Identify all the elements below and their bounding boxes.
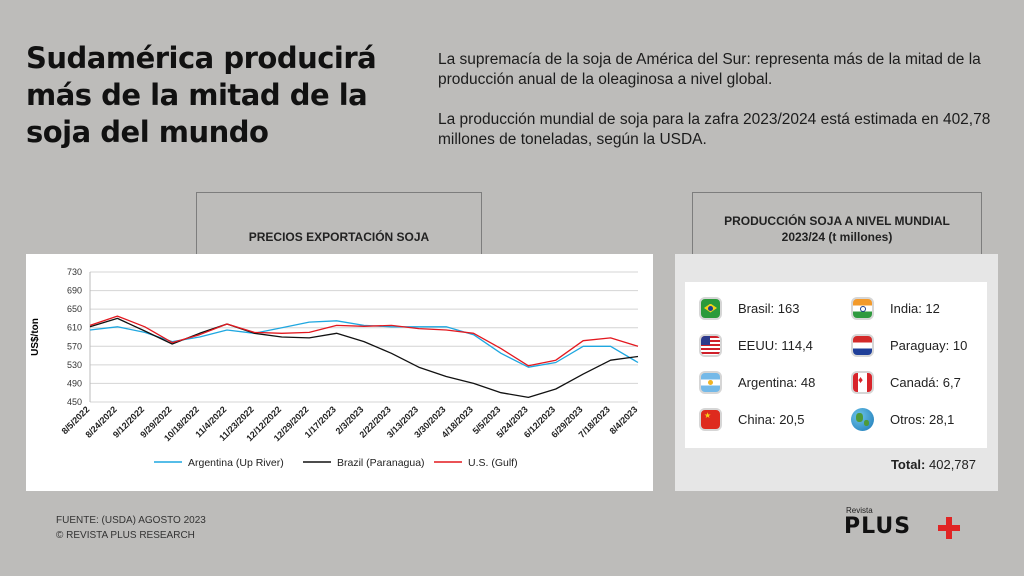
- list-item: EEUU: 114,4: [699, 333, 813, 357]
- brazil-flag-icon: [699, 296, 722, 320]
- x-tick-label: 8/4/2023: [608, 404, 640, 436]
- logo-top-text: Revista: [846, 506, 873, 515]
- canada-flag-icon: ♦: [851, 370, 874, 394]
- intro-text: La supremacía de la soja de América del …: [438, 50, 1008, 170]
- total-label: Total:: [890, 457, 926, 472]
- usa-flag-icon: [699, 333, 722, 357]
- india-flag-icon: [851, 296, 874, 320]
- item-label: India: 12: [890, 300, 940, 316]
- legend-label: Argentina (Up River): [188, 457, 284, 469]
- list-item: ★ China: 20,5: [699, 407, 805, 431]
- chart-panel: 450 490 530 570 610 650 690 730 8/5/2022 8/24/20…: [26, 254, 653, 491]
- series-line: [89, 315, 639, 367]
- production-panel: Brasil: 163 EEUU: 114,4 Argentina: 48 ★ …: [675, 254, 998, 491]
- y-tick-label: 450: [67, 397, 82, 407]
- production-total: Total: 402,787: [891, 457, 976, 472]
- intro-paragraph-2: La producción mundial de soja para la za…: [438, 111, 991, 148]
- item-label: China: 20,5: [738, 411, 805, 427]
- item-label: Otros: 28,1: [890, 411, 955, 427]
- item-label: Brasil: 163: [738, 300, 800, 316]
- y-tick-label: 730: [67, 267, 82, 277]
- list-item: Paraguay: 10: [851, 333, 967, 357]
- list-item: Brasil: 163: [699, 296, 799, 320]
- y-tick-label: 490: [67, 378, 82, 388]
- revista-plus-logo: Revista PLUS: [842, 506, 972, 546]
- y-tick-label: 610: [67, 323, 82, 333]
- y-tick-label: 530: [67, 360, 82, 370]
- total-value: 402,787: [929, 457, 976, 472]
- y-axis-label: US$/ton: [30, 318, 41, 356]
- legend-label: U.S. (Gulf): [468, 457, 518, 469]
- legend-label: Brazil (Paranagua): [337, 457, 425, 469]
- chart-title: PRECIOS EXPORTACIÓN SOJA: [248, 230, 430, 244]
- page-title: Sudamérica producirá más de la mitad de …: [26, 41, 377, 149]
- plus-icon: [938, 517, 960, 539]
- item-label: Argentina: 48: [738, 374, 816, 390]
- list-item: Argentina: 48: [699, 370, 815, 394]
- list-item: ♦ Canadá: 6,7: [851, 370, 961, 394]
- item-label: Paraguay: 10: [890, 337, 968, 353]
- y-tick-label: 650: [67, 304, 82, 314]
- series-line: [89, 317, 639, 399]
- argentina-flag-icon: [699, 370, 722, 394]
- production-title: PRODUCCIÓN SOJA A NIVEL MUNDIAL: [724, 214, 950, 228]
- paraguay-flag-icon: [851, 333, 874, 357]
- item-label: Canadá: 6,7: [890, 374, 961, 390]
- intro-paragraph-1: La supremacía de la soja de América del …: [438, 51, 981, 88]
- china-flag-icon: ★: [699, 407, 722, 431]
- production-list: Brasil: 163 EEUU: 114,4 Argentina: 48 ★ …: [685, 282, 987, 448]
- source-note: FUENTE: (USDA) AGOSTO 2023 © REVISTA PLU…: [56, 513, 206, 543]
- globe-icon: [851, 407, 874, 431]
- source-line-1: FUENTE: (USDA) AGOSTO 2023: [56, 515, 206, 526]
- chart-header: PRECIOS EXPORTACIÓN SOJA: [196, 192, 482, 254]
- y-tick-label: 570: [67, 341, 82, 351]
- list-item: Otros: 28,1: [851, 407, 954, 431]
- y-tick-label: 690: [67, 286, 82, 296]
- production-header: PRODUCCIÓN SOJA A NIVEL MUNDIAL 2023/24 …: [692, 192, 982, 254]
- list-item: India: 12: [851, 296, 940, 320]
- production-subtitle: 2023/24 (t millones): [781, 230, 893, 244]
- item-label: EEUU: 114,4: [738, 337, 813, 353]
- source-line-2: © REVISTA PLUS RESEARCH: [56, 530, 195, 541]
- logo-main-text: PLUS: [844, 514, 912, 539]
